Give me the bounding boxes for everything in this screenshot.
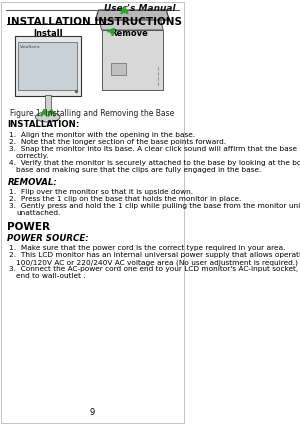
Text: 3.  Gently press and hold the 1 clip while pulling the base from the monitor uni: 3. Gently press and hold the 1 clip whil… (9, 203, 300, 209)
Text: 2.  Note that the longer section of the base points forward.: 2. Note that the longer section of the b… (9, 139, 226, 145)
Text: 1.  Make sure that the power cord is the correct type required in your area.: 1. Make sure that the power cord is the … (9, 245, 285, 251)
Text: REMOVAL:: REMOVAL: (8, 178, 57, 187)
Text: 100/120V AC or 220/240V AC voltage area (No user adjustment is required.): 100/120V AC or 220/240V AC voltage area … (16, 259, 298, 266)
Text: INSTALLATION INSTRUCTIONS: INSTALLATION INSTRUCTIONS (8, 17, 182, 27)
Text: end to wall-outlet .: end to wall-outlet . (16, 273, 86, 279)
Ellipse shape (35, 112, 60, 122)
Text: POWER: POWER (8, 222, 50, 232)
Bar (19, 42, 77, 90)
Text: User's Manual: User's Manual (104, 4, 176, 13)
Text: 9: 9 (90, 408, 95, 417)
Text: 1.  Align the monitor with the opening in the base.: 1. Align the monitor with the opening in… (9, 132, 195, 138)
Text: Figure.1. Installing and Removing the Base: Figure.1. Installing and Removing the Ba… (10, 109, 175, 118)
Text: Remove: Remove (110, 29, 148, 38)
Bar (111, 63, 126, 75)
Text: 3.  Connect the AC-power cord one end to your LCD monitor's AC-input socket, the: 3. Connect the AC-power cord one end to … (9, 266, 300, 272)
Text: 3.  Snap the monitor into its base. A clear click sound will affirm that the bas: 3. Snap the monitor into its base. A cle… (9, 146, 300, 152)
Text: 2.  Press the 1 clip on the base that holds the monitor in place.: 2. Press the 1 clip on the base that hol… (9, 196, 241, 202)
Text: 1.  Flip over the monitor so that it is upside down.: 1. Flip over the monitor so that it is u… (9, 189, 193, 195)
Text: correctly.: correctly. (16, 153, 50, 159)
Polygon shape (102, 30, 163, 90)
Text: Install: Install (33, 29, 63, 38)
Polygon shape (98, 18, 163, 30)
Polygon shape (95, 10, 170, 20)
FancyBboxPatch shape (15, 36, 81, 96)
Text: unattached.: unattached. (16, 210, 60, 216)
Bar (45, 95, 51, 113)
Text: POWER SOURCE:: POWER SOURCE: (8, 234, 89, 243)
Text: INSTALLATION:: INSTALLATION: (8, 120, 80, 129)
Text: 2.  This LCD monitor has an Internal universal power supply that allows operatio: 2. This LCD monitor has an Internal univ… (9, 252, 300, 258)
Text: base and making sure that the clips are fully engaged in the base.: base and making sure that the clips are … (16, 167, 261, 173)
Text: 4.  Verify that the monitor is securely attached to the base by looking at the b: 4. Verify that the monitor is securely a… (9, 160, 300, 166)
Text: ViewSonic: ViewSonic (20, 45, 41, 49)
